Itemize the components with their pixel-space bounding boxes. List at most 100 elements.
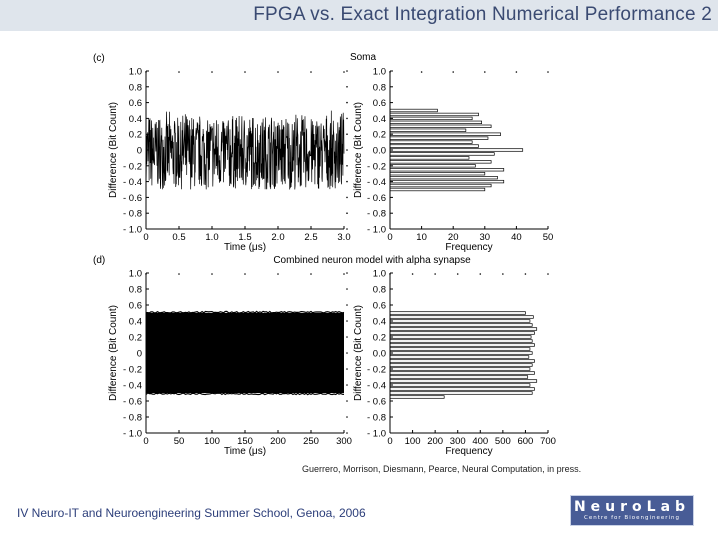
histogram-bar	[389, 343, 535, 347]
y-tick-label: - 0.6	[123, 397, 142, 408]
y-tick-label: - 1.0	[367, 225, 386, 236]
signal-lower-edge	[145, 392, 345, 396]
histogram-bar	[389, 160, 492, 164]
y-tick-label: 0.8	[373, 82, 386, 93]
panel-label: (d)	[93, 255, 105, 266]
y-tick-label: - 0.2	[367, 365, 386, 376]
histogram-bar	[389, 391, 533, 395]
grid-dot	[346, 272, 348, 274]
grid-dot	[346, 149, 348, 151]
grid-dot	[346, 196, 348, 199]
x-tick-label: 50	[543, 232, 554, 243]
histogram-bar	[389, 323, 533, 327]
y-tick-label: 0.4	[129, 114, 142, 125]
y-tick-label: - 0.8	[367, 209, 386, 220]
histogram-bar	[389, 375, 529, 379]
x-tick-label: 0	[387, 436, 392, 447]
x-axis-label: Frequency	[445, 242, 492, 253]
y-tick-label: - 0.8	[123, 209, 142, 220]
histogram-bar	[389, 359, 535, 363]
y-tick-label: - 0.4	[367, 381, 386, 392]
footer-text: IV Neuro-IT and Neuroengineering Summer …	[17, 506, 366, 520]
neurolab-logo: NeuroLab Centre for Bioengineering	[570, 495, 694, 526]
chart-title: Combined neuron model with alpha synapse	[273, 255, 471, 266]
x-axis-label: Time (μs)	[224, 446, 266, 457]
grid-dot	[343, 71, 345, 73]
slide-title: FPGA vs. Exact Integration Numerical Per…	[253, 4, 712, 25]
histogram-bar	[389, 319, 531, 323]
x-tick-label: 1.0	[205, 232, 218, 243]
histogram-bar	[389, 112, 479, 117]
x-tick-label: 100	[405, 436, 421, 447]
grid-dot	[211, 71, 213, 73]
y-tick-label: 0.0	[373, 146, 386, 157]
grid-dot	[244, 71, 246, 73]
histogram-bar	[389, 367, 531, 371]
histogram-bar	[389, 179, 505, 184]
grid-dot	[346, 288, 348, 290]
y-tick-label: - 0.8	[367, 413, 386, 424]
y-axis-label: Difference (Bit Count)	[108, 102, 119, 198]
x-tick-label: 100	[204, 436, 220, 447]
grid-dot	[452, 71, 455, 73]
x-tick-label: 30	[480, 232, 491, 243]
histogram-bar	[389, 176, 498, 180]
y-tick-label: 0.0	[373, 349, 386, 360]
grid-dot	[502, 273, 504, 275]
grid-dot	[310, 71, 312, 73]
x-tick-label: 0	[143, 436, 148, 447]
y-tick-label: - 0.8	[123, 413, 142, 424]
y-tick-label: - 0.4	[123, 381, 142, 392]
y-tick-label: - 0.6	[367, 193, 386, 204]
grid-dot	[434, 273, 436, 275]
y-tick-label: 0	[137, 146, 142, 157]
histogram-bar	[389, 148, 524, 152]
grid-dot	[277, 71, 279, 73]
y-tick-label: - 0.4	[123, 177, 142, 188]
grid-dot	[346, 416, 348, 418]
histogram-bar	[389, 315, 534, 319]
histogram-bar	[389, 335, 532, 339]
histogram-bar	[389, 395, 445, 399]
histogram-bar	[389, 144, 479, 148]
histogram-bar	[389, 187, 486, 192]
histogram-bar	[389, 387, 535, 391]
y-axis-label: Difference (Bit Count)	[108, 305, 119, 401]
y-tick-label: - 0.2	[123, 365, 142, 376]
x-tick-label: 200	[270, 436, 286, 447]
y-tick-label: - 0.2	[123, 161, 142, 172]
y-tick-label: 0.2	[129, 333, 142, 344]
title-bar: FPGA vs. Exact Integration Numerical Per…	[0, 0, 718, 31]
x-tick-label: 400	[472, 436, 488, 447]
grid-dot	[346, 101, 348, 104]
y-tick-label: 0	[137, 349, 142, 360]
y-tick-label: - 0.4	[367, 177, 386, 188]
grid-dot	[346, 400, 348, 402]
grid-dot	[145, 71, 147, 73]
grid-dot	[211, 273, 213, 275]
x-tick-label: 300	[336, 436, 352, 447]
y-tick-label: 0.8	[129, 285, 142, 296]
citation: Guerrero, Morrison, Diesmann, Pearce, Ne…	[302, 464, 582, 474]
grid-dot	[411, 273, 414, 275]
grid-dot	[145, 273, 147, 275]
y-tick-label: 0.6	[373, 301, 386, 312]
x-tick-label: 2.5	[304, 232, 317, 243]
y-tick-label: 1.0	[373, 269, 386, 280]
x-tick-label: 50	[174, 436, 185, 447]
x-axis-label: Frequency	[445, 446, 492, 457]
grid-dot	[346, 336, 348, 338]
y-tick-label: - 0.6	[123, 193, 142, 204]
grid-dot	[346, 320, 348, 322]
grid-dot	[346, 165, 348, 167]
histogram-bar	[389, 140, 473, 144]
x-axis-label: Time (μs)	[224, 242, 266, 253]
grid-dot	[479, 273, 482, 275]
grid-dot	[343, 273, 345, 275]
signal-trace	[145, 110, 345, 190]
grid-dot	[346, 212, 348, 214]
histogram-bar	[389, 347, 531, 351]
histogram-bar	[389, 132, 501, 136]
y-axis-label: Difference (Bit Count)	[353, 102, 364, 198]
y-tick-label: 0.6	[129, 98, 142, 109]
